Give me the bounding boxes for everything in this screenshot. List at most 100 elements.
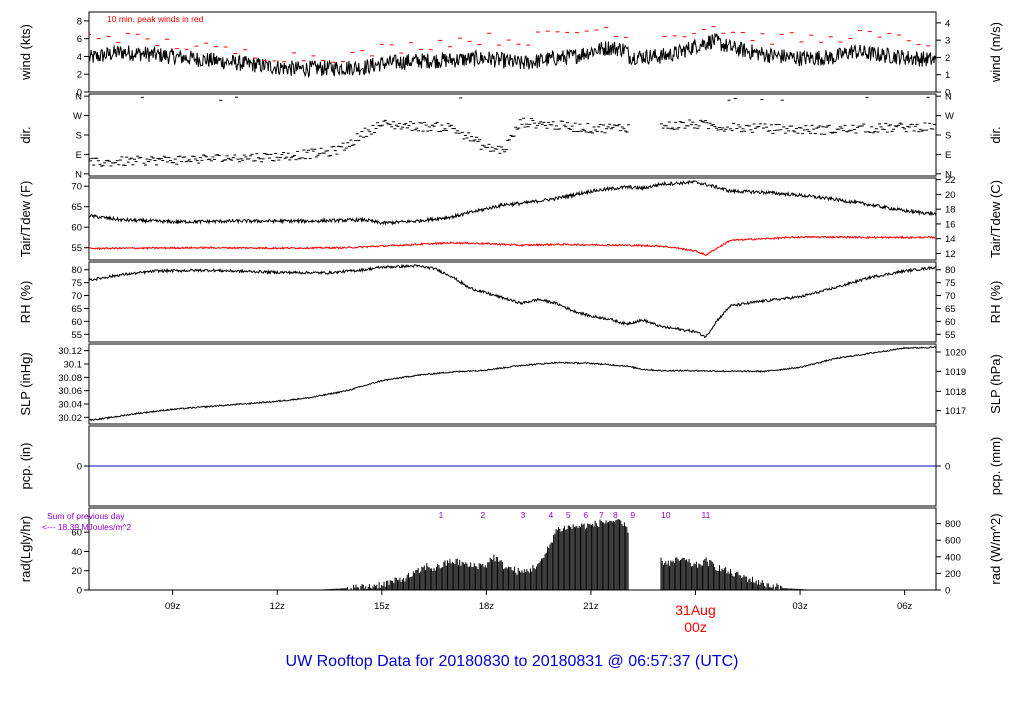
series-line-slp (89, 346, 936, 422)
left-tick-label: 30.12 (58, 346, 82, 357)
left-tick-label: 60 (71, 317, 82, 328)
time-tick-label: 21z (583, 601, 599, 612)
series-line-rh (89, 263, 936, 338)
solar-hour-marker: 8 (613, 510, 618, 520)
solar-hour-marker: 4 (548, 510, 553, 520)
right-tick-label: 0 (945, 586, 950, 597)
left-tick-label: 40 (71, 547, 82, 558)
series-line-dew (89, 235, 936, 257)
left-tick-label: 70 (71, 291, 82, 302)
plot-area-wind (89, 26, 936, 79)
right-tick-label: 16 (945, 219, 956, 230)
right-tick-label: 12 (945, 249, 956, 260)
right-tick-label: 1017 (945, 406, 966, 417)
right-tick-label: 1 (945, 70, 950, 81)
left-tick-label: 75 (71, 278, 82, 289)
right-axis-title: rad (W/m^2) (988, 513, 1003, 584)
panel-precip: 0 0 pcp. (in) pcp. (mm) (18, 425, 1003, 507)
left-tick-label: 20 (71, 566, 82, 577)
left-tick-label: 6 (77, 34, 82, 45)
right-axis-title: dir. (988, 126, 1003, 143)
left-tick-label: 2 (77, 70, 82, 81)
left-tick-label: 60 (71, 528, 82, 539)
left-tick-label: 30.06 (58, 386, 82, 397)
left-tick-label: 70 (71, 182, 82, 193)
right-tick-label: 0 (945, 88, 950, 99)
plot-area-pressure (89, 346, 936, 422)
left-tick-label: 60 (71, 223, 82, 234)
left-tick-label: S (76, 131, 82, 142)
right-tick-label: 14 (945, 234, 956, 245)
left-tick-label: 0 (77, 88, 82, 99)
time-tick-label: 12z (270, 601, 286, 612)
solar-hour-marker: 3 (521, 510, 526, 520)
right-tick-label: 1018 (945, 387, 966, 398)
right-tick-label: 200 (945, 569, 961, 580)
panel-frame-temperature (88, 177, 937, 261)
panel-frame-pressure (88, 343, 937, 425)
time-tick-label: 15z (374, 601, 390, 612)
left-tick-label: 55 (71, 243, 82, 254)
right-tick-label: 3 (945, 36, 950, 47)
time-tick-label: 06z (897, 601, 913, 612)
time-tick-label: 18z (479, 601, 495, 612)
right-tick-label: 800 (945, 519, 961, 530)
left-tick-label: 4 (77, 52, 82, 63)
plot-area-humidity (89, 263, 936, 338)
right-axis-title: wind (m/s) (988, 22, 1003, 83)
left-tick-label: 30.04 (58, 400, 82, 411)
plot-area-radiation (312, 519, 818, 590)
time-tick-label: 03z (792, 601, 808, 612)
right-tick-label: 4 (945, 18, 950, 29)
right-tick-label: W (945, 111, 954, 122)
series-line-speed (89, 33, 936, 79)
solar-hour-marker: 9 (630, 510, 635, 520)
left-axis-title: dir. (18, 126, 33, 143)
plot-area-direction (89, 96, 936, 167)
right-tick-label: E (945, 150, 951, 161)
left-tick-label: 30.08 (58, 373, 82, 384)
right-tick-label: N (945, 92, 952, 103)
left-tick-label: N (75, 92, 82, 103)
right-axis-title: Tair/Tdew (C) (988, 180, 1003, 258)
left-tick-label: 30.1 (64, 360, 83, 371)
right-tick-label: 75 (945, 278, 956, 289)
left-axis-title: Tair/Tdew (F) (18, 181, 33, 258)
solar-hour-marker: 2 (481, 510, 486, 520)
left-axis-title: pcp. (in) (18, 443, 33, 490)
right-tick-label: N (945, 169, 952, 180)
right-tick-label: 18 (945, 205, 956, 216)
right-tick-label: 400 (945, 552, 961, 563)
solar-hour-marker: 11 (702, 510, 711, 520)
right-tick-label: 80 (945, 265, 956, 276)
right-tick-label: 55 (945, 330, 956, 341)
right-tick-label: 600 (945, 536, 961, 547)
solar-hour-marker: 7 (599, 510, 604, 520)
right-tick-label: S (945, 131, 951, 142)
peak-wind-note: 10 min. peak winds in red (107, 14, 204, 24)
panel-temperature: 55 60 65 70 12 14 16 18 20 22 Tair/Tdew (F) Tair/Td… (18, 175, 1003, 261)
footer-title: UW Rooftop Data for 20180830 to 20180831… (286, 653, 739, 670)
daily-sum-value: <--- 18.39 MJoules/m^2 (42, 522, 132, 532)
right-tick-label: 22 (945, 175, 956, 186)
left-tick-label: E (76, 150, 82, 161)
right-tick-label: 70 (945, 291, 956, 302)
panel-humidity: 55 60 65 70 75 80 55 60 65 70 75 80 RH (%) RH (%) (18, 261, 1003, 343)
daily-sum-label: Sum of previous day (47, 511, 125, 521)
right-axis-title: RH (%) (988, 281, 1003, 324)
right-tick-label: 20 (945, 190, 956, 201)
plot-area-temperature (89, 179, 936, 257)
right-tick-label: 0 (945, 462, 950, 473)
left-tick-label: 30.02 (58, 413, 82, 424)
right-tick-label: 2 (945, 53, 950, 64)
left-axis-title: wind (kts) (18, 24, 33, 81)
left-tick-label: 65 (71, 202, 82, 213)
date-marker-label: 31Aug (675, 602, 715, 618)
left-axis-title: SLP (inHg) (18, 352, 33, 415)
solar-hour-marker: 5 (566, 510, 571, 520)
left-tick-label: 55 (71, 330, 82, 341)
